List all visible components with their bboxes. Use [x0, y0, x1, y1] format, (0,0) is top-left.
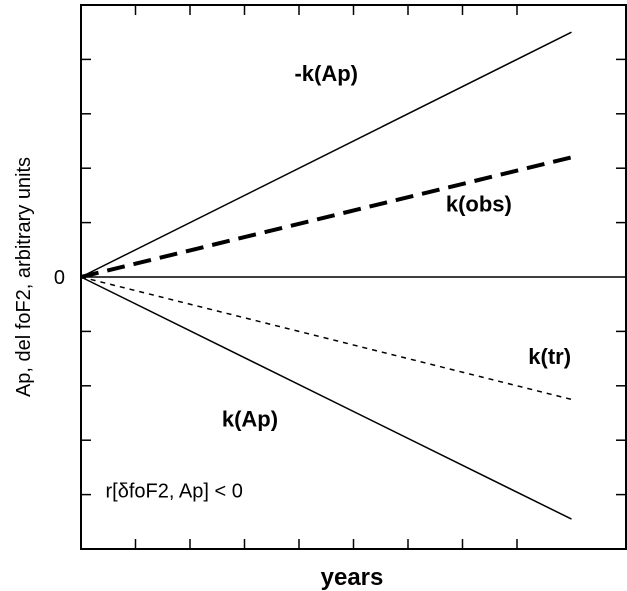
- y-tick-labels: 0: [54, 267, 65, 289]
- annotation-correlation: r[δfoF2, Ap] < 0: [106, 480, 243, 502]
- series-label-k-ap: -k(Ap): [294, 61, 358, 86]
- series-line-k-obs: [80, 155, 572, 279]
- series-label-k-obs: k(obs): [446, 192, 512, 217]
- series-label-k-tr: k(tr): [528, 344, 571, 369]
- series-line-k-ap: [80, 31, 572, 278]
- x-axis-label: years: [321, 564, 384, 591]
- series-line-k-tr: [80, 276, 572, 401]
- ticks: [81, 5, 626, 549]
- series-line-k-ap: [80, 276, 572, 520]
- y-tick-label: 0: [54, 267, 65, 289]
- series-labels: -k(Ap) k(obs) k(tr) k(Ap): [222, 61, 571, 431]
- series-lines: [80, 31, 572, 520]
- series-label-k-ap: k(Ap): [222, 407, 278, 432]
- y-axis-label: Ap, del foF2, arbitrary units: [13, 157, 35, 397]
